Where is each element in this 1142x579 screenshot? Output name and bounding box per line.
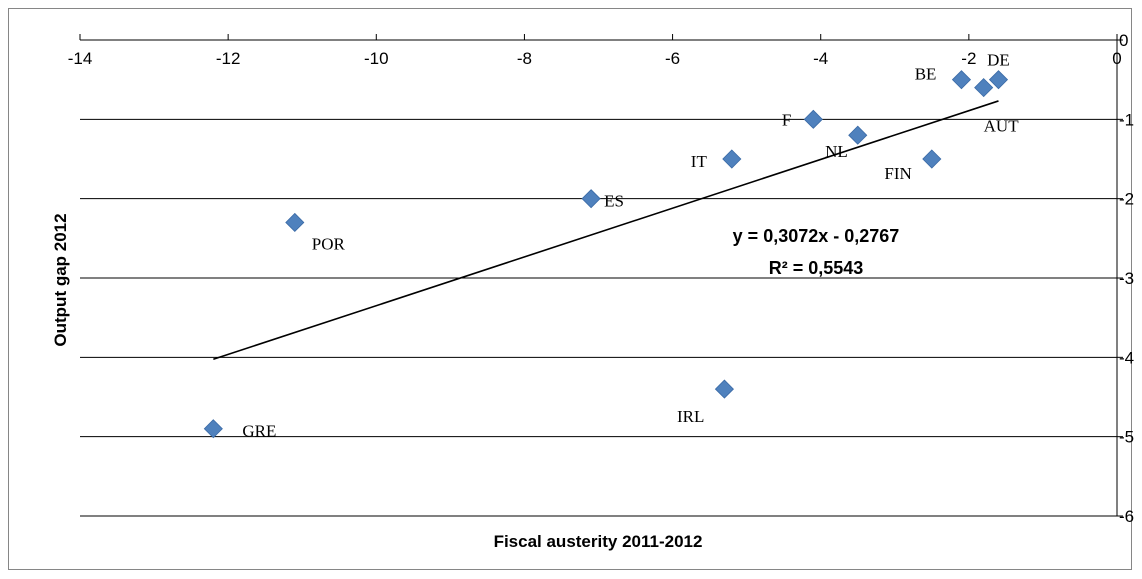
- point-label-be: BE: [915, 65, 937, 84]
- trendline-group: [213, 100, 999, 361]
- trendline-r-squared: R² = 0,5543: [769, 258, 864, 278]
- point-label-f: F: [782, 110, 791, 129]
- axes: [79, 34, 1123, 517]
- data-point-fin: [922, 149, 942, 169]
- data-points: [203, 70, 1009, 439]
- gridlines: [80, 118, 1117, 517]
- point-label-gre: GRE: [242, 422, 276, 441]
- data-point-be: [951, 70, 972, 90]
- y-tick-label: -4: [1119, 348, 1134, 367]
- x-axis-title: Fiscal austerity 2011-2012: [494, 532, 703, 551]
- data-point-es: [581, 189, 601, 209]
- data-point-nl: [848, 125, 868, 145]
- x-tick-label: -12: [216, 49, 241, 68]
- y-tick-labels: 0 -1 -2 -3 -4 -5 -6: [1119, 31, 1134, 526]
- x-tick-label: -2: [961, 49, 976, 68]
- point-label-nl: NL: [825, 142, 848, 161]
- x-tick-labels: -14 -12 -10 -8 -6 -4 -2 0: [68, 49, 1122, 68]
- y-tick-label: -5: [1119, 428, 1134, 447]
- y-tick-label: -2: [1119, 190, 1134, 209]
- x-tick-label: -10: [364, 49, 389, 68]
- chart-frame: [8, 8, 1132, 570]
- data-point-f: [803, 109, 823, 129]
- point-label-irl: IRL: [677, 407, 704, 426]
- trendline: [213, 100, 999, 361]
- data-point-de: [988, 70, 1009, 90]
- data-point-irl: [714, 379, 734, 399]
- x-tick-label: -8: [517, 49, 532, 68]
- point-label-por: POR: [312, 234, 346, 253]
- x-tick-label: -6: [665, 49, 680, 68]
- y-tick-label: -3: [1119, 269, 1134, 288]
- x-tick-label: -14: [68, 49, 93, 68]
- y-tick-label: 0: [1119, 31, 1128, 50]
- data-point-gre: [203, 419, 223, 439]
- y-tick-label: -1: [1119, 110, 1134, 129]
- x-tick-label: -4: [813, 49, 828, 68]
- y-tick-label: -6: [1119, 507, 1134, 526]
- point-label-fin: FIN: [884, 164, 911, 183]
- point-label-it: IT: [691, 152, 708, 171]
- point-label-de: DE: [987, 51, 1010, 70]
- point-label-es: ES: [604, 192, 624, 211]
- x-tick-label: 0: [1112, 49, 1121, 68]
- point-labels: DE AUT BE FIN F NL IT ES POR IRL GRE: [242, 51, 1019, 441]
- data-point-por: [285, 212, 305, 233]
- data-point-aut: [974, 78, 994, 98]
- point-label-aut: AUT: [984, 117, 1020, 136]
- trendline-equation: y = 0,3072x - 0,2767: [733, 226, 900, 246]
- data-point-it: [722, 149, 742, 169]
- y-axis-title: Output gap 2012: [51, 213, 70, 346]
